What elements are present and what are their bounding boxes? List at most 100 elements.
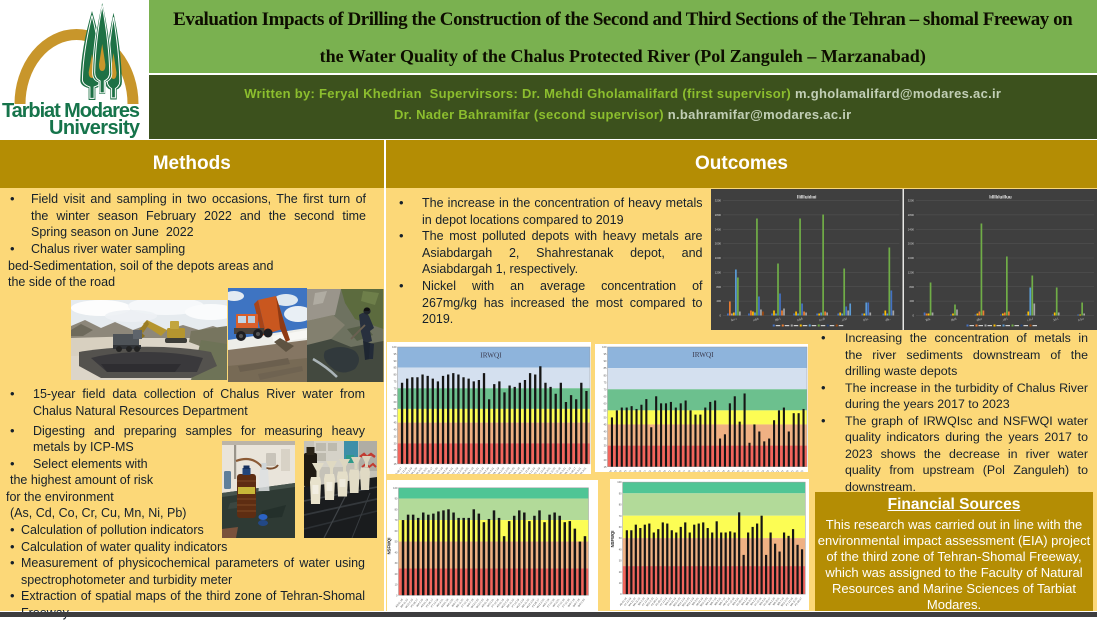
svg-text:lllılı.: lllılı.	[925, 317, 932, 323]
svg-text:P2.05.17: P2.05.17	[794, 597, 803, 607]
svg-text:65: 65	[394, 393, 397, 397]
svg-text:40: 40	[395, 551, 398, 555]
svg-text:lıllllıluilluu: lıllllıluilluu	[989, 195, 1012, 200]
svg-text:W6.3.21: W6.3.21	[486, 466, 495, 475]
svg-text:W12.2.23: W12.2.23	[702, 469, 711, 472]
svg-text:50: 50	[395, 540, 398, 544]
svg-text:M4.11.22: M4.11.22	[526, 466, 536, 475]
svg-text:90: 90	[619, 491, 622, 495]
svg-text:30: 30	[395, 561, 398, 565]
svg-text:85: 85	[603, 366, 606, 370]
svg-text:W4.2.20: W4.2.20	[732, 469, 740, 472]
svg-text:W4.2.20: W4.2.20	[604, 469, 612, 472]
svg-text:80: 80	[619, 503, 622, 507]
svg-text:50: 50	[394, 414, 397, 418]
svg-text:W12.2.23: W12.2.23	[618, 469, 627, 472]
svg-text:ı.lıı.l: ı.lıı.l	[1027, 317, 1034, 323]
svg-text:W12.2.23: W12.2.23	[686, 597, 695, 608]
svg-text:A9.01.18: A9.01.18	[628, 469, 637, 472]
svg-text:W6.3.21: W6.3.21	[471, 466, 480, 475]
svg-text:P2.05.17: P2.05.17	[741, 469, 750, 472]
svg-text:W4.2.20: W4.2.20	[705, 597, 713, 607]
svg-text:60: 60	[394, 400, 397, 404]
svg-text:P7.12.18: P7.12.18	[556, 597, 566, 608]
svg-text:W9.7.19: W9.7.19	[609, 469, 617, 472]
svg-text:W6.3.21: W6.3.21	[772, 597, 780, 607]
svg-text:W4.2.20: W4.2.20	[506, 466, 515, 475]
svg-text:1600: 1600	[908, 256, 915, 260]
svg-text:W9.7.19: W9.7.19	[491, 466, 500, 475]
svg-text:W6.3.21: W6.3.21	[542, 466, 551, 475]
svg-text:P2.05.17: P2.05.17	[736, 597, 745, 607]
svg-text:20: 20	[395, 572, 398, 576]
svg-text:800: 800	[909, 285, 914, 289]
svg-text:100: 100	[393, 486, 398, 490]
svg-text:20: 20	[619, 570, 622, 574]
svg-text:W12.2.23: W12.2.23	[449, 466, 459, 475]
svg-text:40: 40	[619, 547, 622, 551]
svg-text:0: 0	[396, 594, 398, 598]
svg-text:400: 400	[716, 299, 721, 303]
svg-text:W12.2.23: W12.2.23	[404, 598, 414, 610]
svg-text:W9.7.19: W9.7.19	[566, 597, 575, 607]
svg-text:A9.01.18: A9.01.18	[614, 469, 623, 472]
svg-text:35: 35	[603, 437, 606, 441]
svg-text:A9.01.18: A9.01.18	[668, 597, 677, 607]
svg-text:P2.05.17: P2.05.17	[751, 469, 760, 472]
svg-text:M4.11.22: M4.11.22	[632, 597, 641, 607]
svg-text:lllılıl: lllılıl	[951, 317, 958, 323]
svg-text:A9.01.18: A9.01.18	[722, 597, 731, 607]
svg-text:A9.01.18: A9.01.18	[761, 469, 770, 472]
svg-text:15: 15	[603, 465, 606, 469]
svg-text:A9.01.18: A9.01.18	[695, 597, 704, 607]
svg-text:W9.7.19: W9.7.19	[541, 597, 550, 607]
svg-text:W9.7.19: W9.7.19	[718, 597, 726, 607]
svg-text:50: 50	[603, 416, 606, 420]
svg-text:75: 75	[603, 380, 606, 384]
svg-text:P7.12.18: P7.12.18	[398, 466, 408, 475]
svg-text:W12.2.23: W12.2.23	[645, 597, 654, 608]
svg-text:P7.12.18: P7.12.18	[537, 466, 547, 475]
svg-text:W4.2.20: W4.2.20	[445, 597, 454, 607]
svg-text:35: 35	[394, 434, 397, 438]
svg-text:2000: 2000	[715, 242, 722, 246]
svg-text:ılllı..: ılllı..	[885, 317, 892, 323]
svg-text:lıı.ıll: lıı.ıll	[819, 317, 826, 323]
svg-text:0: 0	[620, 592, 622, 596]
svg-text:2400: 2400	[908, 227, 915, 231]
svg-text:1600: 1600	[715, 256, 722, 260]
svg-text:W6.3.21: W6.3.21	[486, 597, 495, 607]
svg-text:P2.05.17: P2.05.17	[409, 597, 419, 608]
svg-text:W9.7.19: W9.7.19	[648, 469, 656, 472]
svg-text:W12.2.23: W12.2.23	[672, 597, 681, 608]
svg-text:W12.2.23: W12.2.23	[515, 598, 525, 610]
svg-text:W4.2.20: W4.2.20	[517, 466, 526, 475]
svg-text:P2.05.17: P2.05.17	[567, 466, 577, 475]
svg-text:W9.7.19: W9.7.19	[658, 469, 666, 472]
svg-text:W6.3.21: W6.3.21	[697, 469, 705, 472]
svg-text:P7.12.18: P7.12.18	[727, 597, 736, 607]
svg-text:45: 45	[394, 421, 397, 425]
svg-text:0: 0	[719, 314, 721, 318]
svg-text:P7.12.18: P7.12.18	[561, 597, 571, 608]
svg-text:M4.11.22: M4.11.22	[520, 597, 530, 608]
svg-text:W6.3.21: W6.3.21	[786, 469, 794, 472]
svg-text:.ıl.lıl: .ıl.lıl	[841, 317, 848, 323]
svg-text:20: 20	[603, 458, 606, 462]
svg-text:M4.11.22: M4.11.22	[776, 469, 785, 472]
svg-text:2800: 2800	[715, 213, 722, 217]
svg-text:30: 30	[603, 444, 606, 448]
svg-text:llllı.l: llllı.l	[775, 317, 782, 323]
svg-text:45: 45	[603, 423, 606, 427]
svg-text:W12.2.23: W12.2.23	[500, 466, 510, 475]
svg-text:P2.05.17: P2.05.17	[763, 597, 772, 607]
svg-text:P7.12.18: P7.12.18	[754, 597, 763, 607]
svg-text:W12.2.23: W12.2.23	[525, 598, 535, 610]
svg-text:M4.11.22: M4.11.22	[547, 466, 557, 475]
svg-text:2800: 2800	[908, 213, 915, 217]
svg-text:P7.12.18: P7.12.18	[546, 597, 556, 608]
svg-text:40: 40	[603, 430, 606, 434]
svg-text:W12.2.23: W12.2.23	[780, 597, 789, 608]
svg-text:W6.3.21: W6.3.21	[558, 466, 567, 475]
svg-text:1200: 1200	[715, 270, 722, 274]
